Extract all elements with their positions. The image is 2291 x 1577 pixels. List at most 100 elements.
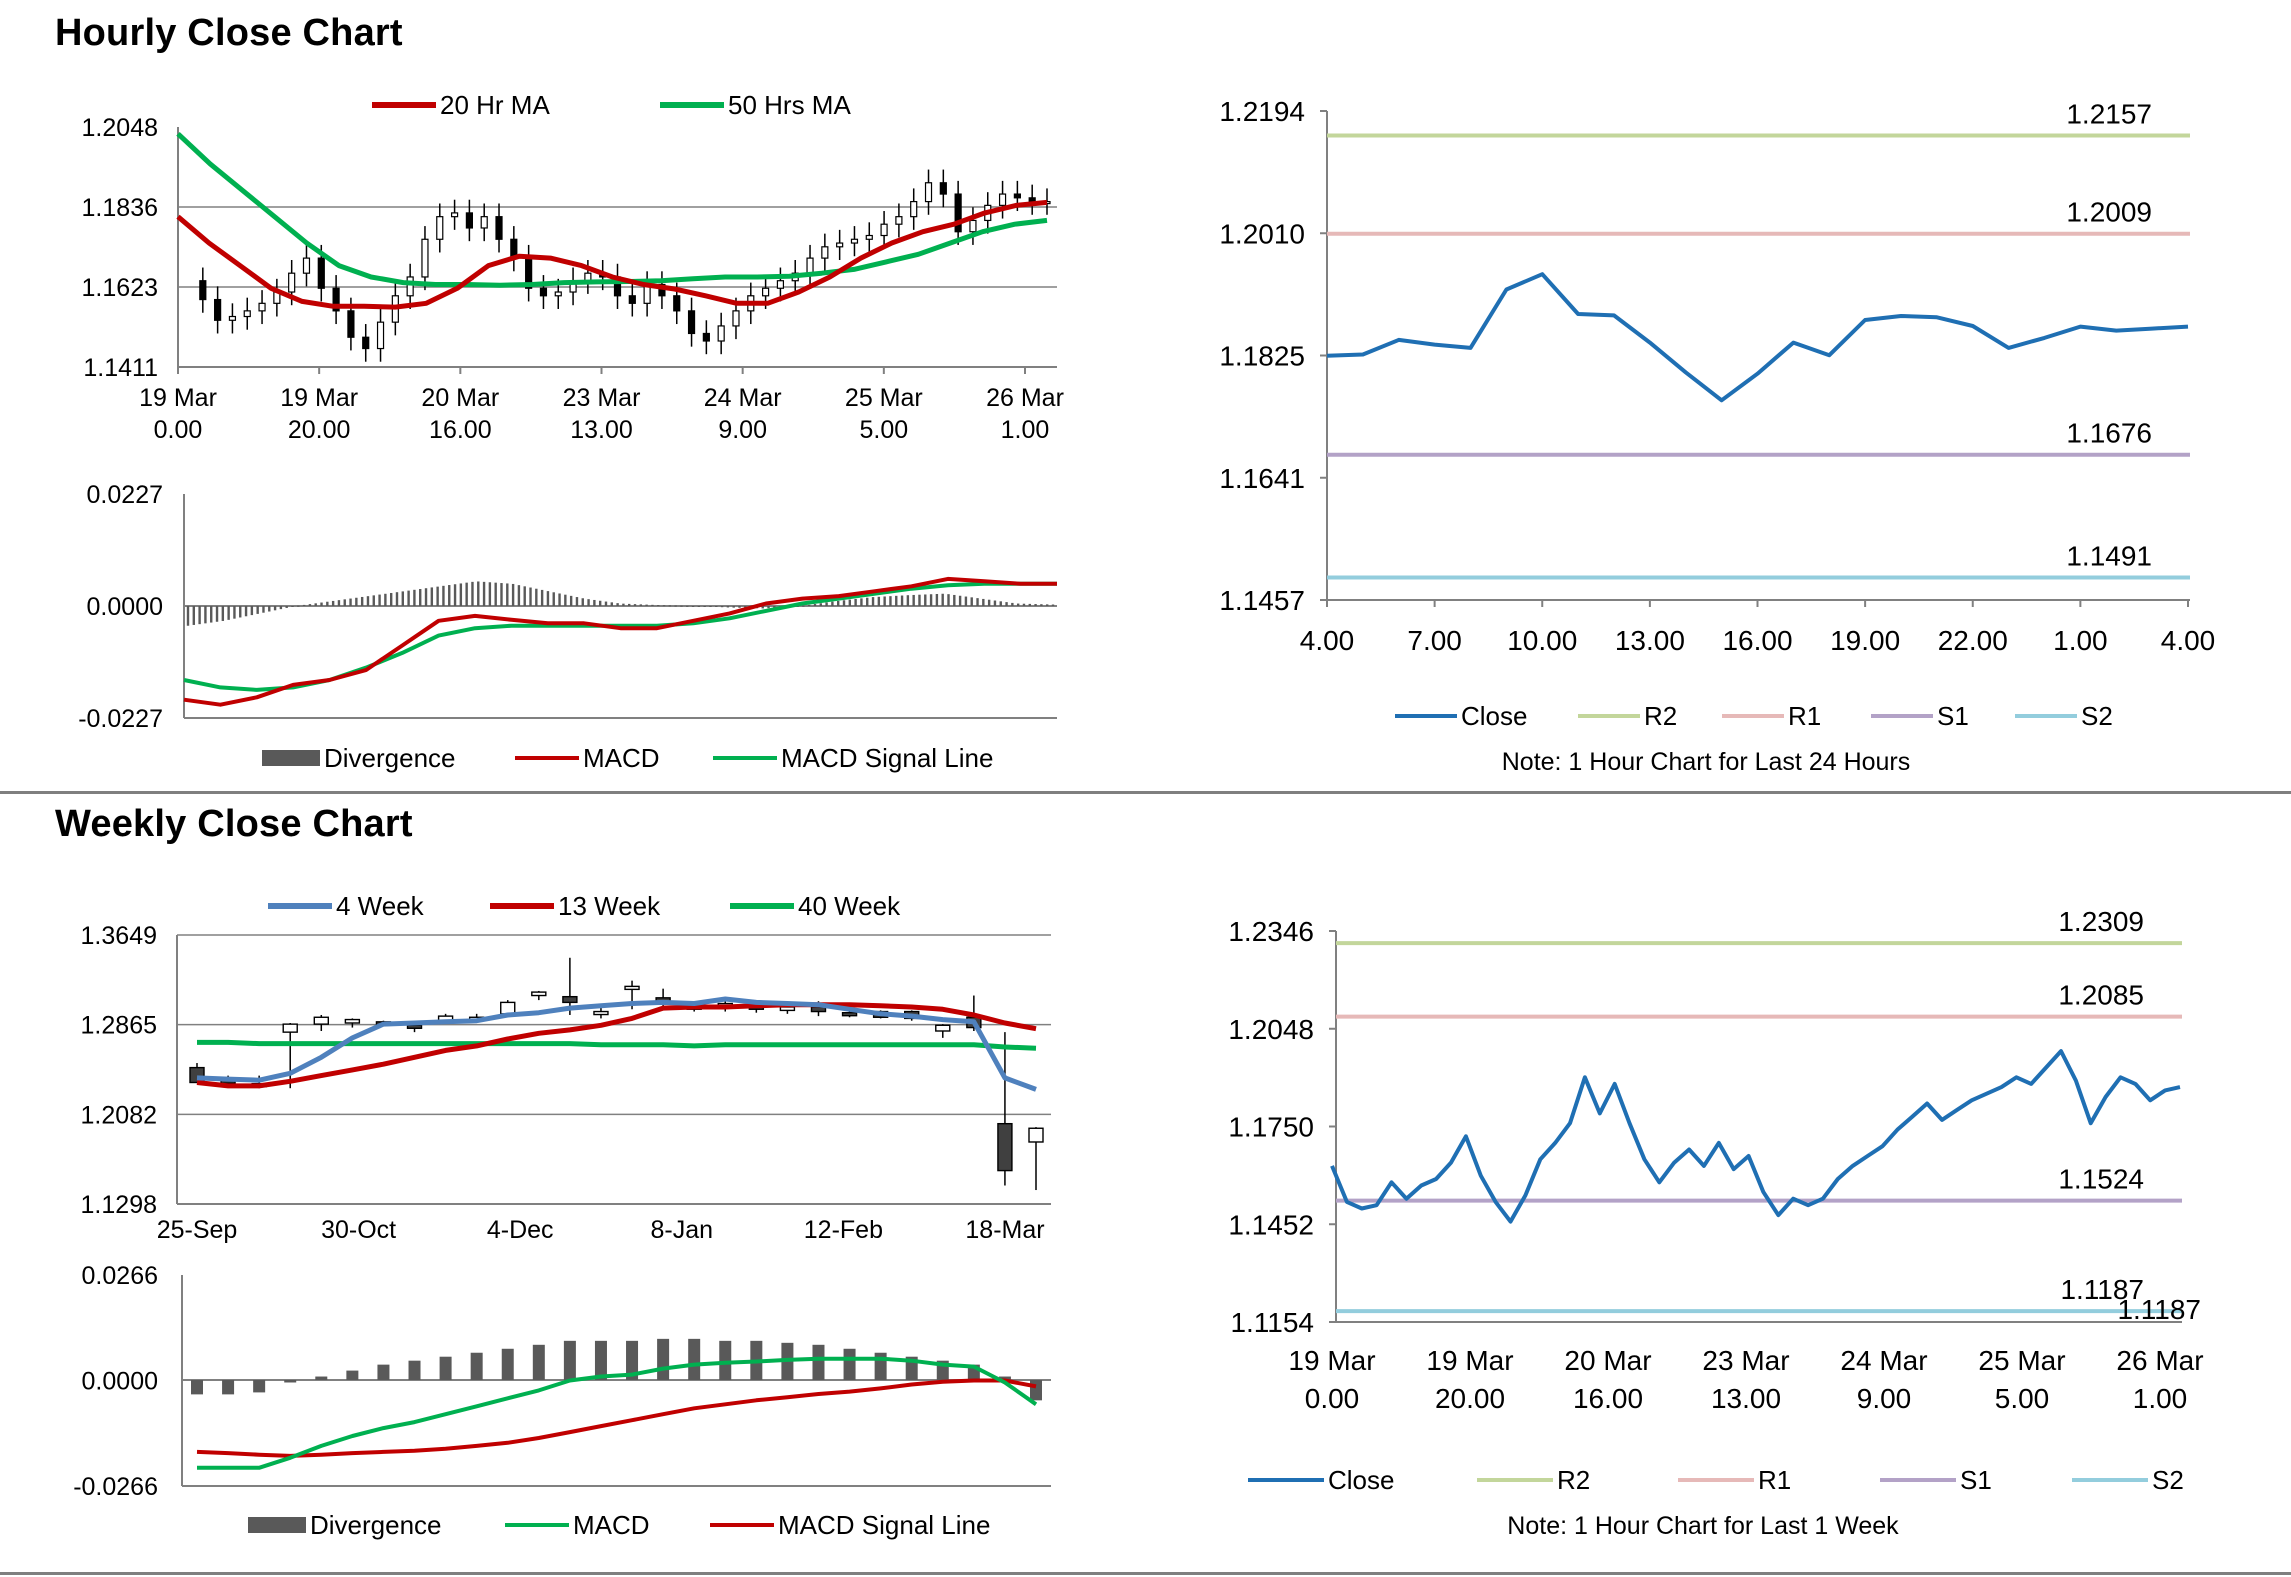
hourly-pivot-ytick: 1.1457 xyxy=(1219,585,1305,616)
hourly-pivot-ytick: 1.2010 xyxy=(1219,218,1305,249)
hourly-candle-ytick: 1.1836 xyxy=(82,194,158,222)
hourly-candle-body xyxy=(732,310,740,327)
hourly-macd-divergence-bar xyxy=(273,606,277,611)
hourly-macd-divergence-bar xyxy=(837,600,840,606)
hourly-macd-divergence-bar xyxy=(343,599,346,606)
weekly-pivot-note: Note: 1 Hour Chart for Last 1 Week xyxy=(1507,1512,1899,1540)
hourly-macd-line xyxy=(183,576,1057,707)
hourly-macd-divergence-bar xyxy=(976,598,979,606)
hourly-macd-divergence-bar xyxy=(616,603,619,606)
weekly-macd-legend-macd: MACD xyxy=(573,1510,650,1540)
hourly-macd-divergence-bar xyxy=(1040,604,1043,606)
hourly-macd-divergence-bar xyxy=(645,604,648,606)
hourly-macd-divergence-bar xyxy=(186,606,190,626)
weekly-pivot-legend-r2: R2 xyxy=(1557,1465,1590,1495)
hourly-macd-divergence-bar xyxy=(250,606,254,616)
hourly-candle-xtick-time: 16.00 xyxy=(429,416,492,444)
hourly-macd-divergence-bar xyxy=(802,605,805,607)
hourly-pivot-ytick: 1.1825 xyxy=(1219,341,1305,372)
weekly-pivot-xtick-date: 19 Mar xyxy=(1426,1345,1513,1376)
hourly-macd-divergence-bar xyxy=(598,600,602,606)
hourly-candle-body xyxy=(317,257,325,289)
weekly-candle-xtick: 25-Sep xyxy=(157,1216,238,1244)
weekly-pivot-xtick-time: 9.00 xyxy=(1857,1383,1912,1414)
hourly-macd-divergence-bar xyxy=(215,606,219,622)
hourly-pivot-legend-r1: R1 xyxy=(1788,701,1821,731)
hourly-macd-divergence-bar xyxy=(366,596,370,606)
hourly-macd-divergence-bar xyxy=(314,603,317,606)
hourly-macd-divergence-bar xyxy=(320,602,323,606)
hourly-candle-body xyxy=(776,280,785,289)
weekly-macd-divergence-bar xyxy=(470,1352,483,1380)
weekly-candle-body xyxy=(935,1024,951,1032)
hourly-macd-divergence-bar xyxy=(1016,603,1020,606)
hourly-macd-divergence-bar xyxy=(999,601,1002,606)
weekly-macd-line xyxy=(197,1356,1038,1470)
hourly-macd-divergence-bar xyxy=(1028,603,1031,606)
hourly-macd-divergence-bar xyxy=(900,595,904,606)
hourly-macd-divergence-bar xyxy=(239,606,242,618)
weekly-candle-body xyxy=(562,995,578,1004)
hourly-pivot-legend-s2: S2 xyxy=(2081,701,2113,731)
hourly-macd-divergence-bar xyxy=(395,592,399,606)
hourly-macd-divergence-bar xyxy=(494,582,497,606)
weekly-macd-signal-line xyxy=(196,1378,1037,1458)
hourly-20hr-ma-line xyxy=(176,199,1048,310)
weekly-macd-divergence-bar xyxy=(998,1376,1011,1380)
hourly-candle-body xyxy=(554,291,562,297)
weekly-candle-body xyxy=(531,991,547,997)
hourly-candle-xtick-date: 20 Mar xyxy=(421,384,499,412)
hourly-candle-xtick-date: 19 Mar xyxy=(280,384,358,412)
hourly-macd-divergence-bar xyxy=(1045,604,1049,606)
hourly-macd-divergence-bar xyxy=(436,586,439,606)
hourly-candle-body xyxy=(1028,197,1036,203)
hourly-macd-divergence-bar xyxy=(912,594,915,606)
hourly-macd-divergence-bar xyxy=(697,606,701,607)
hourly-candle-body xyxy=(362,336,370,350)
hourly-macd-legend-signal: MACD Signal Line xyxy=(781,743,993,773)
weekly-pivot-xtick-date: 19 Mar xyxy=(1288,1345,1375,1376)
hourly-macd-divergence-bar xyxy=(360,596,364,606)
hourly-candle-body xyxy=(539,287,548,297)
hourly-macd-divergence-bar xyxy=(947,594,950,606)
hourly-pivot-legend-close: Close xyxy=(1461,701,1527,731)
hourly-macd-divergence-bar xyxy=(813,604,817,606)
weekly-candle-xtick: 18-Mar xyxy=(965,1216,1044,1244)
hourly-macd-divergence-bar xyxy=(691,606,695,607)
weekly-macd-divergence-bar xyxy=(1030,1380,1042,1401)
hourly-macd-divergence-bar xyxy=(192,606,196,625)
weekly-candle-ytick: 1.2082 xyxy=(81,1101,157,1129)
hourly-macd-divergence-bar xyxy=(529,587,532,606)
hourly-pivot-level-label-r1: 1.2009 xyxy=(2066,197,2152,228)
hourly-pivot-level-label-s2: 1.1491 xyxy=(2066,540,2152,571)
hourly-macd-divergence-bar xyxy=(1022,603,1026,606)
weekly-candle-body xyxy=(624,985,640,991)
hourly-macd-divergence-bar xyxy=(419,589,422,606)
hourly-macd-divergence-bar xyxy=(854,598,857,606)
weekly-macd-divergence-bar xyxy=(315,1376,328,1380)
weekly-candle-body xyxy=(593,1010,609,1016)
hourly-macd-divergence-bar xyxy=(958,595,962,606)
hourly-candle-body xyxy=(243,310,251,318)
weekly-macd-legend-divergence-swatch xyxy=(248,1517,306,1533)
hourly-macd-divergence-bar xyxy=(221,606,225,621)
weekly-macd-divergence-bar xyxy=(346,1370,359,1380)
hourly-macd-divergence-bar xyxy=(622,603,625,606)
hourly-macd-divergence-bar xyxy=(807,604,811,606)
hourly-macd-divergence-bar xyxy=(337,600,341,606)
weekly-macd-divergence-bar xyxy=(688,1338,701,1380)
hourly-pivot-close-line xyxy=(1326,272,2189,403)
weekly-candle-body xyxy=(500,1001,516,1015)
hourly-pivot-level-label-r2: 1.2157 xyxy=(2066,99,2152,130)
hourly-candle-body xyxy=(762,287,770,297)
weekly-candle-body xyxy=(1028,1127,1044,1143)
hourly-macd-divergence-bar xyxy=(465,582,468,606)
hourly-candle-body xyxy=(302,257,311,274)
weekly-legend-13week: 13 Week xyxy=(558,891,661,921)
weekly-pivot-xtick-time: 13.00 xyxy=(1711,1383,1781,1414)
hourly-candle-xtick-time: 1.00 xyxy=(1001,416,1050,444)
weekly-macd-divergence-bar xyxy=(501,1348,514,1380)
hourly-macd-divergence-bar xyxy=(871,597,875,606)
hourly-macd-ytick: -0.0227 xyxy=(78,705,163,733)
